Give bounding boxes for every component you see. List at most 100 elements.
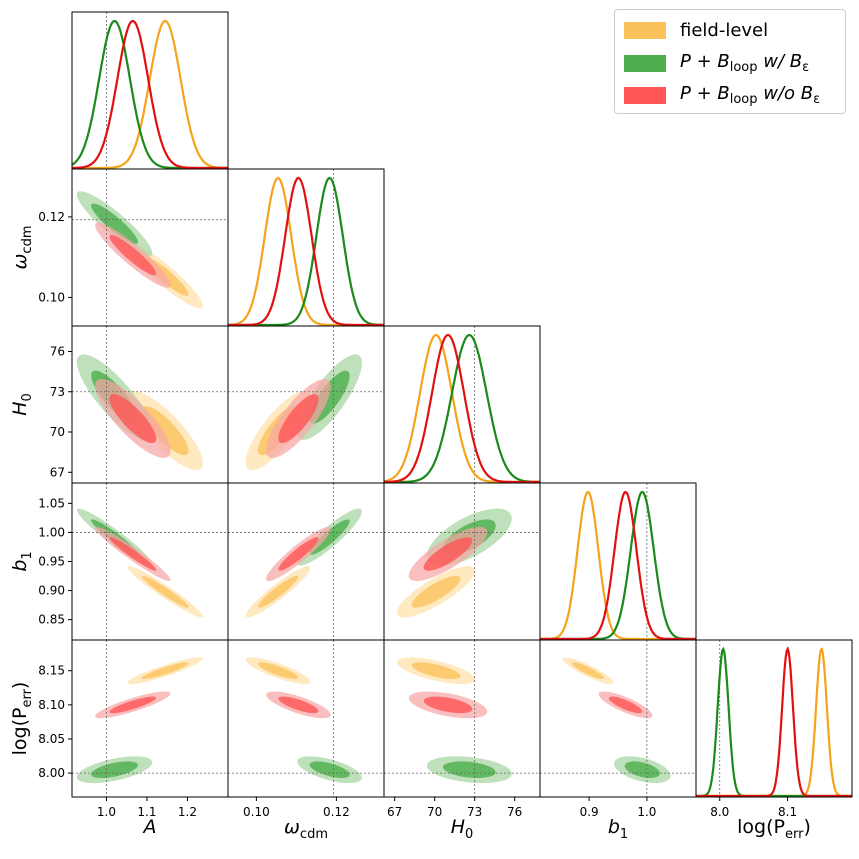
marginal-H0 [383,325,541,484]
legend-swatch-with-be [624,54,666,72]
legend-swatch-without-be [624,86,666,104]
y-tick-label-H0: 70 [50,425,65,439]
contour-inner-series-0 [411,575,461,608]
contour-inner-series-1 [309,761,350,778]
legend-label-field-level: field-level [680,19,769,41]
marginal-omega_cdm [227,168,385,327]
contour-inner-series-2 [109,394,157,444]
y-tick-label-b1: 0.90 [38,584,65,598]
y-tick-label-b1: 1.00 [38,525,65,539]
contour-inner-series-2 [109,696,157,714]
contour-inner-series-2 [109,537,157,571]
y-tick-label-H0: 73 [50,385,65,399]
contour-inner-series-2 [423,537,473,571]
contour-inner-series-0 [411,662,461,680]
panel-log_Perr-vs-omega_cdm [227,639,385,798]
legend-label-without-be: P + Bloop w/o Bε [680,83,821,107]
marginal-curve-series-2 [540,490,696,640]
y-axis-label-omega_cdm: ωcdm [9,226,35,270]
legend-item-field-level: field-level [624,17,768,43]
y-tick-label-H0: 76 [50,344,65,358]
marginal-curve-series-1 [540,490,696,640]
contour-inner-series-1 [309,519,350,555]
x-axis-label-b1: b1 [608,816,628,842]
marginal-curve-series-2 [384,333,540,483]
contour-inner-series-2 [278,394,319,444]
y-tick-label-omega_cdm: 0.10 [38,290,65,304]
contour-inner-series-1 [91,203,138,244]
panel-log_Perr-vs-H0 [383,639,541,798]
legend-item-with-be: P + Bloop w/ Bε [624,50,809,76]
x-tick-label-b1: 0.9 [580,805,599,819]
legend-label-with-be: P + Bloop w/ Bε [680,51,810,75]
marginal-log_Perr [695,639,853,798]
marginal-curve-series-2 [72,19,228,169]
x-tick-label-A: 1.2 [178,805,197,819]
y-tick-label-b1: 0.85 [38,613,65,627]
x-axis-label-H0: H0 [451,816,474,842]
contour-inner-series-2 [278,696,319,714]
x-tick-label-H0: 73 [467,805,482,819]
contour-inner-series-1 [624,761,660,778]
panel-log_Perr-vs-b1 [539,639,697,798]
marginal-curve-series-0 [540,490,696,640]
contour-inner-series-1 [91,761,138,778]
x-tick-label-H0: 76 [507,805,522,819]
panel-frame [71,11,229,170]
contour-inner-series-0 [572,662,604,680]
x-tick-label-log_Perr: 8.1 [778,805,797,819]
y-tick-label-H0: 67 [50,465,65,479]
x-tick-label-A: 1.0 [97,805,116,819]
x-axis-label-omega_cdm: ωcdm [284,816,328,842]
panel-b1-vs-H0 [383,482,541,641]
contour-inner-series-2 [278,537,319,571]
contour-inner-series-2 [608,696,643,714]
x-tick-label-H0: 67 [387,805,402,819]
marginal-curve-series-0 [72,20,228,169]
y-tick-label-log_Perr: 8.00 [38,766,65,780]
contour-inner-series-0 [257,662,299,680]
marginal-b1 [539,482,697,641]
x-axis-label-log_Perr: log(Perr) [737,816,811,842]
y-axis-label-H0: H0 [9,393,35,416]
panel-b1-vs-A [71,482,229,641]
marginal-A [71,11,229,170]
legend-swatch-field-level [624,21,666,39]
y-tick-label-b1: 0.95 [38,555,65,569]
contour-inner-series-0 [257,575,299,608]
panel-frame [383,325,541,484]
contour-inner-series-1 [442,761,496,778]
x-tick-label-H0: 70 [427,805,442,819]
legend: field-level P + Bloop w/ Bε P + Bloop w/… [614,9,846,114]
contour-inner-series-2 [109,234,157,276]
legend-item-without-be: P + Bloop w/o Bε [624,82,820,108]
panel-frame [695,639,853,798]
x-tick-label-log_Perr: 8.0 [710,805,729,819]
contour-inner-series-0 [141,662,189,680]
x-axis-label-A: A [142,816,157,838]
marginal-curve-series-0 [384,333,540,483]
contour-inner-series-0 [141,575,189,608]
y-tick-label-omega_cdm: 0.12 [38,210,65,224]
y-tick-label-log_Perr: 8.15 [38,664,65,678]
panel-frame [539,482,697,641]
panel-frame [227,168,385,327]
marginal-curve-series-2 [228,176,384,326]
x-tick-label-b1: 1.0 [637,805,656,819]
y-tick-label-log_Perr: 8.05 [38,732,65,746]
x-tick-label-A: 1.1 [137,805,156,819]
x-tick-label-omega_cdm: 0.12 [323,805,350,819]
y-tick-label-b1: 1.05 [38,496,65,510]
y-axis-label-b1: b1 [9,551,35,571]
panel-H0-vs-A [71,325,229,484]
marginal-curve-series-2 [696,646,852,797]
panel-omega_cdm-vs-A [71,168,229,327]
y-tick-label-log_Perr: 8.10 [38,698,65,712]
y-axis-label-log_Perr: log(Perr) [9,682,35,756]
panel-H0-vs-omega_cdm [227,325,385,484]
x-tick-label-omega_cdm: 0.10 [243,805,270,819]
panel-log_Perr-vs-A [71,639,229,798]
marginal-curve-series-1 [384,334,540,483]
panel-b1-vs-omega_cdm [227,482,385,641]
